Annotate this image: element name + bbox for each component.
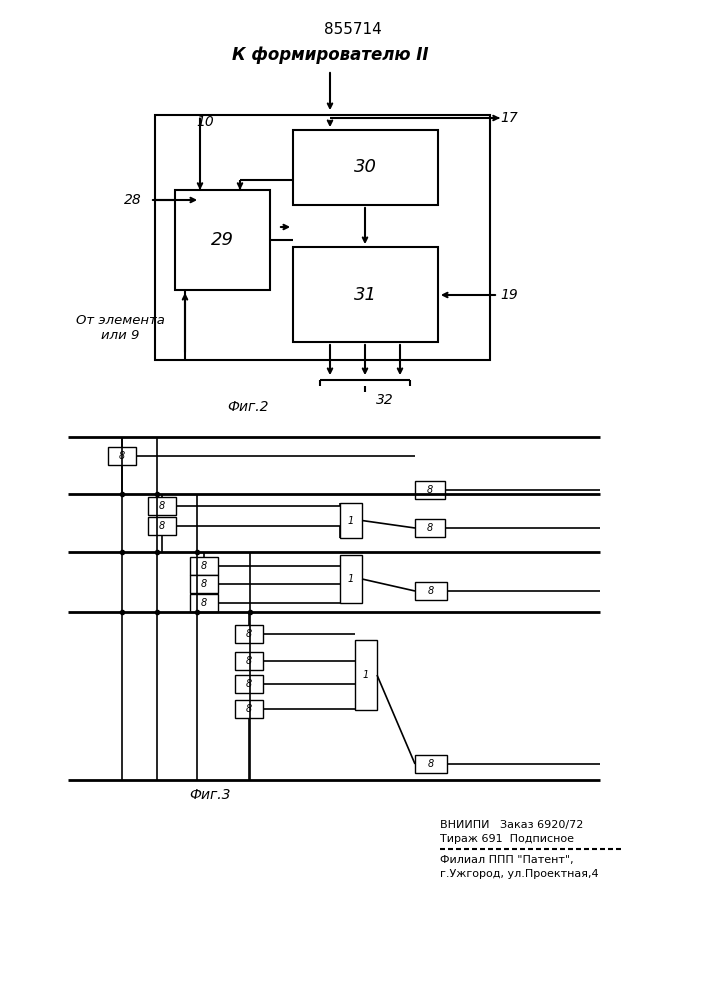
- Bar: [190, 594, 218, 612]
- Text: 17: 17: [500, 111, 518, 125]
- Text: Фиг.2: Фиг.2: [227, 400, 269, 414]
- Text: 8: 8: [159, 501, 165, 511]
- Bar: [293, 130, 438, 205]
- Bar: [235, 700, 263, 718]
- Text: 29: 29: [211, 231, 234, 249]
- Bar: [190, 557, 218, 575]
- Bar: [355, 640, 377, 710]
- Text: 8: 8: [201, 579, 207, 589]
- Text: 8: 8: [246, 656, 252, 666]
- Text: 8: 8: [427, 485, 433, 495]
- Text: 8: 8: [246, 704, 252, 714]
- Bar: [108, 447, 136, 465]
- Text: 855714: 855714: [324, 22, 382, 37]
- Bar: [293, 247, 438, 342]
- Text: 1: 1: [348, 574, 354, 584]
- Text: Филиал ППП "Патент",: Филиал ППП "Патент",: [440, 855, 573, 865]
- Bar: [415, 481, 445, 499]
- Text: г.Ужгород, ул.Проектная,4: г.Ужгород, ул.Проектная,4: [440, 869, 599, 879]
- Text: 8: 8: [201, 598, 207, 608]
- Bar: [148, 517, 176, 535]
- Bar: [340, 555, 362, 603]
- Text: 28: 28: [124, 193, 142, 207]
- Bar: [235, 625, 263, 643]
- Text: 10: 10: [196, 115, 214, 129]
- Bar: [415, 582, 447, 600]
- Text: 8: 8: [159, 521, 165, 531]
- Text: 8: 8: [246, 679, 252, 689]
- Bar: [155, 115, 490, 360]
- Text: 19: 19: [500, 288, 518, 302]
- Bar: [235, 675, 263, 693]
- Text: ВНИИПИ   Заказ 6920/72: ВНИИПИ Заказ 6920/72: [440, 820, 583, 830]
- Text: К формирователю II: К формирователю II: [232, 46, 428, 64]
- Text: 31: 31: [354, 286, 377, 304]
- Text: 1: 1: [348, 516, 354, 526]
- Text: 8: 8: [119, 451, 125, 461]
- Bar: [415, 519, 445, 537]
- Bar: [415, 755, 447, 773]
- Text: 8: 8: [246, 629, 252, 639]
- Text: 8: 8: [428, 759, 434, 769]
- Text: Фиг.3: Фиг.3: [189, 788, 230, 802]
- Text: От элемента
или 9: От элемента или 9: [76, 314, 165, 342]
- Text: 8: 8: [201, 561, 207, 571]
- Text: 30: 30: [354, 158, 377, 176]
- Bar: [190, 575, 218, 593]
- Bar: [340, 503, 362, 538]
- Text: 1: 1: [363, 670, 369, 680]
- Text: Тираж 691  Подписное: Тираж 691 Подписное: [440, 834, 574, 844]
- Text: 8: 8: [427, 523, 433, 533]
- Text: 8: 8: [428, 586, 434, 596]
- Text: 32: 32: [376, 393, 394, 407]
- Bar: [235, 652, 263, 670]
- Bar: [175, 190, 270, 290]
- Bar: [148, 497, 176, 515]
